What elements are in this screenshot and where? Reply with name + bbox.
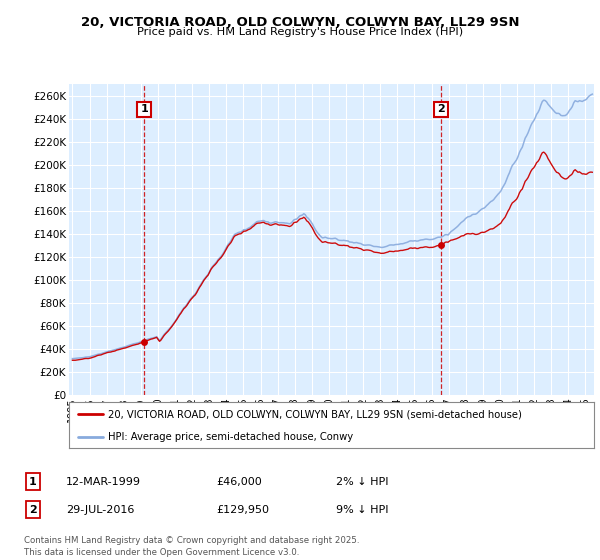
Text: 2: 2 xyxy=(437,104,445,114)
Text: Price paid vs. HM Land Registry's House Price Index (HPI): Price paid vs. HM Land Registry's House … xyxy=(137,27,463,37)
Text: £46,000: £46,000 xyxy=(216,477,262,487)
Text: 9% ↓ HPI: 9% ↓ HPI xyxy=(336,505,389,515)
Text: 12-MAR-1999: 12-MAR-1999 xyxy=(66,477,141,487)
Text: 2% ↓ HPI: 2% ↓ HPI xyxy=(336,477,389,487)
Text: 1: 1 xyxy=(140,104,148,114)
Text: £129,950: £129,950 xyxy=(216,505,269,515)
Text: 20, VICTORIA ROAD, OLD COLWYN, COLWYN BAY, LL29 9SN: 20, VICTORIA ROAD, OLD COLWYN, COLWYN BA… xyxy=(81,16,519,29)
Text: 29-JUL-2016: 29-JUL-2016 xyxy=(66,505,134,515)
Text: HPI: Average price, semi-detached house, Conwy: HPI: Average price, semi-detached house,… xyxy=(109,432,353,441)
Text: 20, VICTORIA ROAD, OLD COLWYN, COLWYN BAY, LL29 9SN (semi-detached house): 20, VICTORIA ROAD, OLD COLWYN, COLWYN BA… xyxy=(109,409,522,419)
Text: 2: 2 xyxy=(29,505,37,515)
Text: Contains HM Land Registry data © Crown copyright and database right 2025.
This d: Contains HM Land Registry data © Crown c… xyxy=(24,536,359,557)
Text: 1: 1 xyxy=(29,477,37,487)
